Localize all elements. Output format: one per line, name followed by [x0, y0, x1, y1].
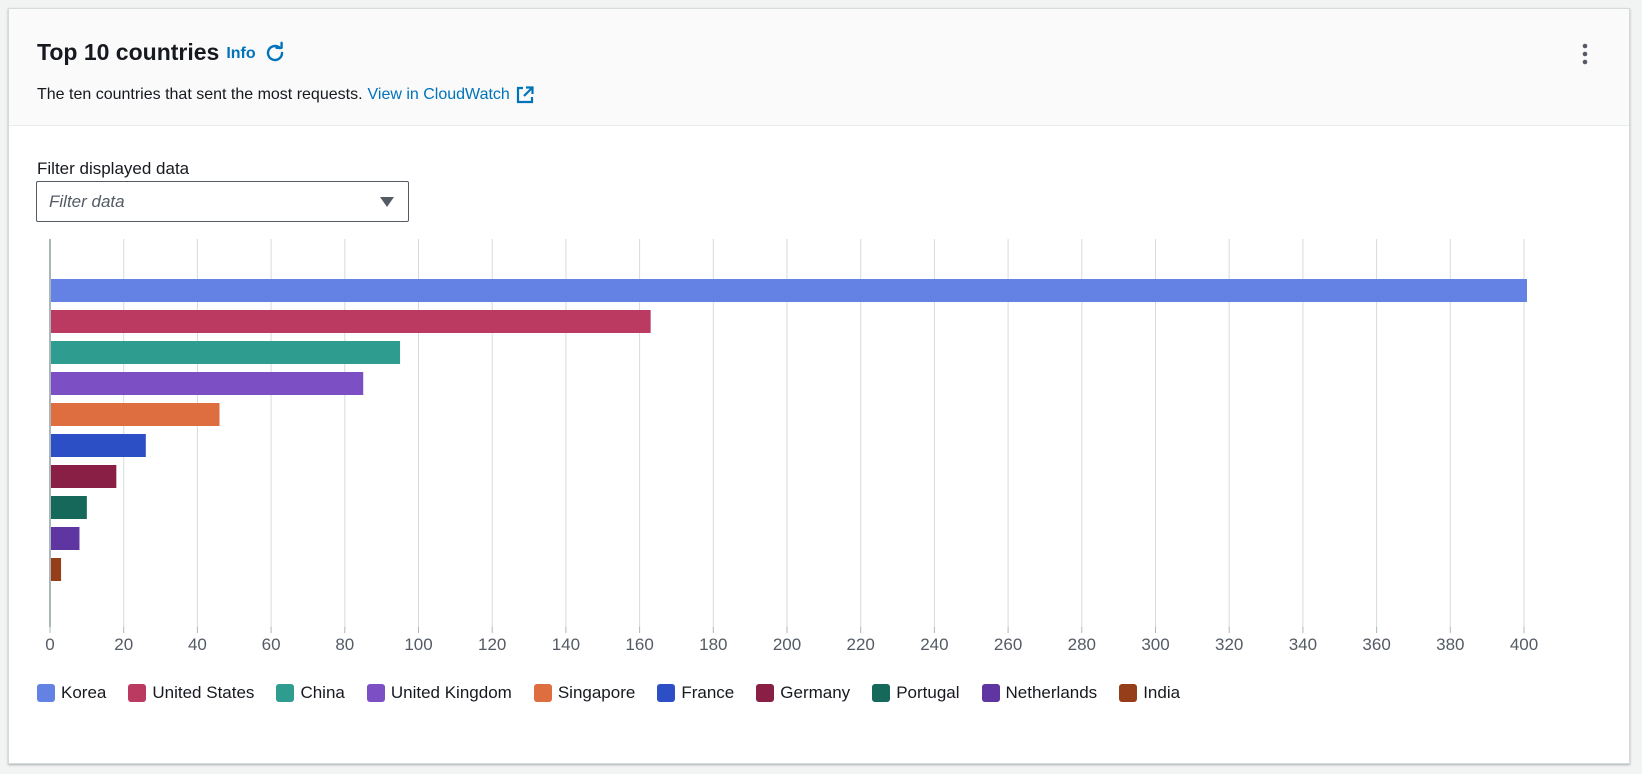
legend-label: Korea: [61, 683, 107, 702]
legend-item-netherlands[interactable]: Netherlands: [981, 683, 1098, 703]
x-tick-label: 320: [1215, 635, 1243, 654]
x-tick-label: 400: [1510, 635, 1538, 654]
x-tick-label: 140: [552, 635, 580, 654]
legend-label: China: [300, 683, 345, 702]
legend-label: Germany: [780, 683, 851, 702]
bar-united-states[interactable]: [51, 310, 651, 333]
legend-swatch: [37, 684, 55, 702]
legend-swatch: [366, 684, 385, 702]
legend-label: Singapore: [557, 683, 636, 702]
x-tick-label: 60: [262, 635, 281, 654]
x-tick-label: 340: [1289, 635, 1317, 654]
x-tick-label: 120: [478, 635, 506, 654]
bar-germany[interactable]: [51, 465, 117, 488]
filter-placeholder: Filter data: [49, 192, 125, 211]
legend-label: Netherlands: [1005, 683, 1098, 702]
x-tick-label: 100: [404, 635, 432, 654]
x-tick-label: 280: [1068, 635, 1096, 654]
bar-korea[interactable]: [51, 279, 1527, 302]
bar-netherlands[interactable]: [51, 527, 80, 550]
legend-swatch: [276, 684, 295, 702]
legend-swatch: [756, 684, 775, 702]
x-tick-label: 180: [699, 635, 727, 654]
x-tick-label: 80: [335, 635, 354, 654]
legend-swatch: [657, 684, 676, 702]
legend-label: India: [1143, 683, 1181, 702]
bar-united-kingdom[interactable]: [51, 372, 364, 395]
more-options-icon[interactable]: [1575, 39, 1595, 69]
bar-india[interactable]: [51, 558, 62, 581]
x-tick-label: 300: [1141, 635, 1169, 654]
panel-description-row: The ten countries that sent the most req…: [37, 85, 535, 105]
panel-title: Top 10 countries: [37, 39, 220, 65]
x-tick-label: 40: [188, 635, 207, 654]
legend-item-france[interactable]: France: [657, 683, 734, 703]
legend-label: United Kingdom: [390, 683, 512, 702]
x-tick-label: 20: [114, 635, 133, 654]
refresh-icon[interactable]: [263, 41, 287, 65]
top-countries-panel: Top 10 countries Info The ten countries …: [8, 8, 1630, 764]
x-tick-label: 360: [1362, 635, 1390, 654]
info-link[interactable]: Info: [226, 45, 256, 62]
x-tick-label: 240: [920, 635, 948, 654]
filter-label: Filter displayed data: [37, 159, 190, 178]
legend-label: France: [681, 683, 735, 702]
legend-swatch: [1119, 684, 1138, 702]
legend-swatch: [533, 684, 552, 702]
external-link-icon[interactable]: [515, 85, 535, 105]
x-tick-label: 0: [45, 635, 54, 654]
title-row: Top 10 countries Info: [37, 39, 287, 66]
legend-item-china[interactable]: China: [276, 683, 345, 703]
bar-singapore[interactable]: [51, 403, 220, 426]
legend-swatch: [872, 684, 891, 702]
chart-legend: Korea United States China United Kingdom Sin…: [37, 683, 1202, 703]
caret-down-icon: [380, 197, 394, 207]
x-tick-label: 380: [1436, 635, 1464, 654]
legend-item-singapore[interactable]: Singapore: [533, 683, 636, 703]
bar-france[interactable]: [51, 434, 146, 457]
legend-swatch: [128, 684, 147, 702]
legend-label: Portugal: [896, 683, 960, 702]
bar-chart: 0 20 40 60 80 100 120 140 160 180 200 220 240 260 280 3…: [45, 239, 1538, 654]
filter-select[interactable]: Filter data: [36, 181, 409, 222]
legend-swatch: [981, 684, 1000, 702]
legend-item-india[interactable]: India: [1119, 683, 1180, 703]
panel-description: The ten countries that sent the most req…: [37, 86, 363, 103]
legend-item-united-states[interactable]: United States: [128, 683, 254, 703]
x-tick-label: 160: [625, 635, 653, 654]
cloudwatch-link[interactable]: View in CloudWatch: [367, 86, 510, 103]
legend-item-united-kingdom[interactable]: United Kingdom: [366, 683, 512, 703]
x-tick-label: 220: [847, 635, 875, 654]
panel-header: Top 10 countries Info The ten countries …: [9, 9, 1629, 126]
x-tick-label: 200: [773, 635, 801, 654]
legend-item-korea[interactable]: Korea: [37, 683, 106, 703]
x-tick-label: 260: [994, 635, 1022, 654]
bar-portugal[interactable]: [51, 496, 87, 519]
bar-china[interactable]: [51, 341, 401, 364]
legend-item-germany[interactable]: Germany: [756, 683, 850, 703]
legend-item-portugal[interactable]: Portugal: [872, 683, 960, 703]
legend-label: United States: [152, 683, 255, 702]
